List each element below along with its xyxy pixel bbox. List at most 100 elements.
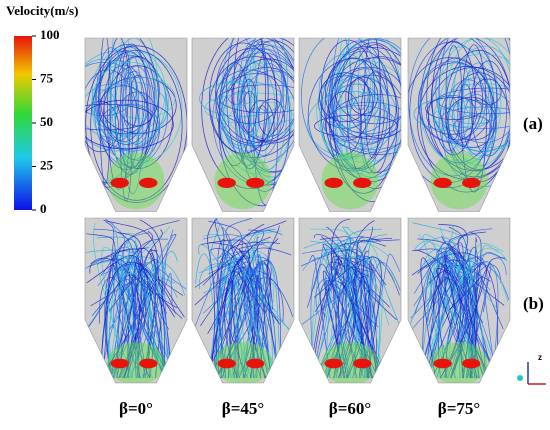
- streamline: [323, 105, 397, 144]
- streamline: [331, 83, 380, 123]
- hot-spot: [110, 358, 129, 369]
- streamline: [252, 254, 278, 379]
- hot-spot: [324, 358, 343, 369]
- streamline: [98, 44, 155, 145]
- streamline: [216, 261, 275, 379]
- streamline: [420, 38, 498, 164]
- streamline: [106, 261, 165, 379]
- streamline: [203, 272, 265, 379]
- streamline: [460, 243, 504, 379]
- streamline: [239, 45, 294, 178]
- streamline: [360, 71, 391, 173]
- streamline: [85, 249, 150, 379]
- streamline: [463, 237, 478, 379]
- streamline: [114, 43, 149, 169]
- column-label: β=60°: [329, 399, 371, 418]
- streamline: [208, 236, 271, 379]
- streamline: [154, 234, 173, 379]
- streamline: [420, 252, 491, 379]
- streamline: [106, 77, 176, 119]
- streamline: [215, 47, 287, 144]
- streamlines: [409, 222, 510, 383]
- streamline: [85, 99, 174, 150]
- streamline: [212, 250, 282, 379]
- streamline: [224, 73, 258, 160]
- streamline: [207, 278, 245, 379]
- streamline: [85, 101, 120, 153]
- streamline: [465, 246, 478, 379]
- streamline: [321, 236, 374, 379]
- colorbar-tick-label: 25: [40, 157, 54, 172]
- streamline: [219, 47, 294, 164]
- hot-spot: [433, 358, 452, 369]
- flow-panel: [191, 217, 295, 384]
- streamline: [204, 229, 283, 379]
- streamline: [85, 38, 160, 184]
- fast-zone: [214, 342, 272, 383]
- streamline: [86, 255, 167, 379]
- row-label: (a): [523, 114, 543, 133]
- streamline: [248, 63, 291, 182]
- column-label: β=75°: [438, 399, 480, 418]
- streamline: [103, 220, 159, 379]
- streamline: [233, 38, 266, 170]
- streamline: [470, 60, 508, 157]
- streamline: [417, 252, 470, 379]
- streamline: [324, 46, 401, 180]
- streamline: [319, 71, 368, 159]
- streamline: [303, 239, 359, 379]
- streamline: [221, 38, 258, 149]
- streamline: [369, 62, 388, 121]
- streamline: [443, 233, 467, 379]
- streamline: [347, 227, 383, 379]
- streamline: [85, 254, 136, 379]
- streamline: [96, 47, 127, 149]
- streamline: [462, 69, 490, 117]
- streamline: [425, 260, 448, 379]
- streamline: [94, 59, 140, 142]
- streamline: [408, 57, 497, 188]
- fast-zone: [214, 152, 272, 210]
- streamline: [339, 46, 369, 160]
- streamline: [192, 254, 232, 379]
- streamline: [160, 250, 178, 379]
- streamline: [447, 72, 510, 183]
- streamline: [426, 274, 504, 379]
- row-label: (b): [523, 294, 544, 313]
- fast-zone: [321, 342, 379, 383]
- streamline: [218, 61, 251, 167]
- fast-zone: [430, 342, 488, 383]
- streamline: [209, 42, 277, 154]
- streamline: [420, 253, 474, 379]
- streamline: [329, 50, 398, 194]
- streamline: [311, 245, 329, 379]
- streamline: [256, 236, 272, 379]
- streamline: [437, 38, 510, 156]
- streamline: [209, 82, 257, 107]
- streamline: [366, 262, 401, 379]
- streamline: [330, 38, 401, 154]
- streamline: [119, 51, 133, 202]
- fast-zone: [107, 342, 165, 383]
- streamline: [99, 38, 111, 185]
- streamline: [346, 255, 372, 379]
- streamline: [426, 95, 477, 135]
- streamline: [349, 259, 397, 379]
- colorbar: [14, 36, 32, 210]
- streamline: [330, 218, 351, 379]
- streamline: [302, 257, 331, 379]
- streamline: [452, 63, 471, 138]
- streamline: [91, 278, 148, 379]
- streamline: [222, 260, 274, 379]
- streamline: [435, 38, 510, 153]
- streamline: [257, 98, 285, 137]
- streamline: [301, 38, 382, 161]
- colorbar-tick-label: 100: [40, 27, 60, 42]
- streamline: [253, 52, 279, 206]
- streamline: [437, 242, 472, 379]
- streamline: [344, 239, 367, 379]
- streamline: [110, 233, 177, 379]
- streamline: [120, 65, 153, 145]
- streamline: [322, 243, 363, 379]
